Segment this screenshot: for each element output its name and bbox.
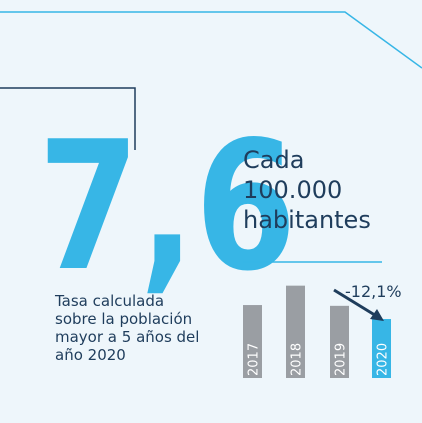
big-number: 7,6 bbox=[38, 104, 297, 311]
headline-line: Cada bbox=[243, 146, 304, 174]
bar bbox=[330, 305, 349, 378]
description-line: año 2020 bbox=[55, 346, 126, 364]
frame-line bbox=[0, 11, 422, 69]
bar-label: 2018 bbox=[290, 343, 305, 376]
arrow bbox=[333, 288, 379, 319]
bar bbox=[372, 319, 391, 378]
bar-label: 2019 bbox=[334, 343, 349, 376]
bar bbox=[243, 305, 262, 378]
bar bbox=[286, 285, 305, 378]
annotation: -12,1% bbox=[345, 282, 402, 301]
description-line: mayor a 5 años del bbox=[55, 328, 199, 346]
description-line: Tasa calculada bbox=[54, 292, 164, 310]
arrow-head bbox=[370, 309, 384, 321]
frame-line bbox=[0, 87, 136, 150]
bar-label: 2017 bbox=[247, 343, 262, 376]
headline-line: habitantes bbox=[243, 206, 371, 234]
bars: 2017 2018 2019 2020 bbox=[243, 285, 391, 378]
bar-label: 2020 bbox=[376, 343, 391, 376]
description-line: sobre la población bbox=[55, 310, 192, 328]
headline-line: 100.000 bbox=[243, 176, 342, 204]
